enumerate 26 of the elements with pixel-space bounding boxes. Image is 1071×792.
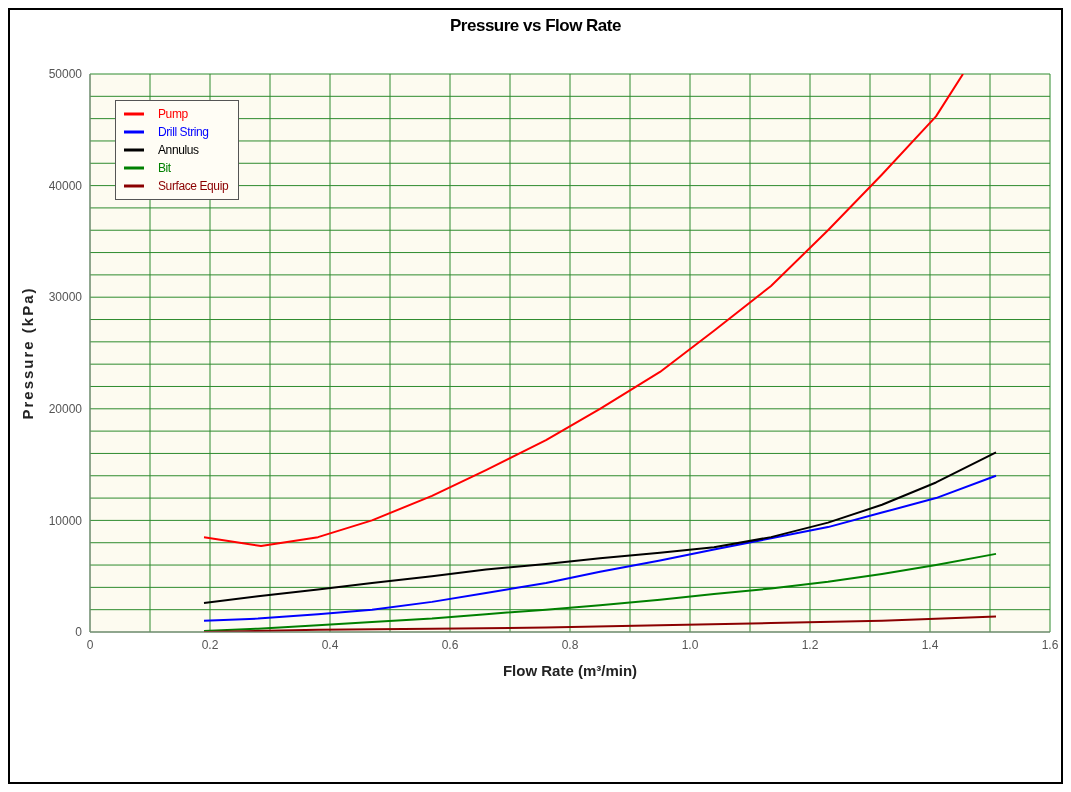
y-tick-label: 40000: [48, 178, 83, 193]
y-tick-label: 50000: [48, 67, 83, 82]
x-tick-label: 1.0: [681, 637, 699, 652]
legend-label: Surface Equip: [158, 179, 229, 193]
x-tick-label: 0: [86, 637, 94, 652]
line-series: [203, 451, 997, 604]
legend-label: Drill String: [158, 125, 209, 139]
line-series: [203, 474, 997, 622]
y-tick-label: 30000: [48, 290, 83, 305]
y-tick-label: 10000: [48, 513, 83, 528]
y-axis-title: Pressure (kPa): [19, 286, 37, 420]
x-axis-title: Flow Rate (m³/min): [502, 662, 638, 679]
legend-label: Pump: [158, 107, 188, 121]
x-tick-label: 1.4: [921, 637, 939, 652]
y-tick-label: 20000: [48, 402, 83, 417]
x-tick-label: 0.6: [441, 637, 459, 652]
x-tick-label: 1.6: [1041, 637, 1059, 652]
chart-title: Pressure vs Flow Rate: [449, 16, 622, 36]
x-tick-label: 0.8: [561, 637, 579, 652]
x-tick-label: 0.2: [201, 637, 219, 652]
x-tick-label: 1.2: [801, 637, 819, 652]
y-tick-label: 0: [75, 625, 83, 640]
legend-label: Bit: [158, 161, 171, 175]
x-tick-label: 0.4: [321, 637, 339, 652]
legend-label: Annulus: [158, 143, 199, 157]
line-series: [203, 552, 997, 632]
